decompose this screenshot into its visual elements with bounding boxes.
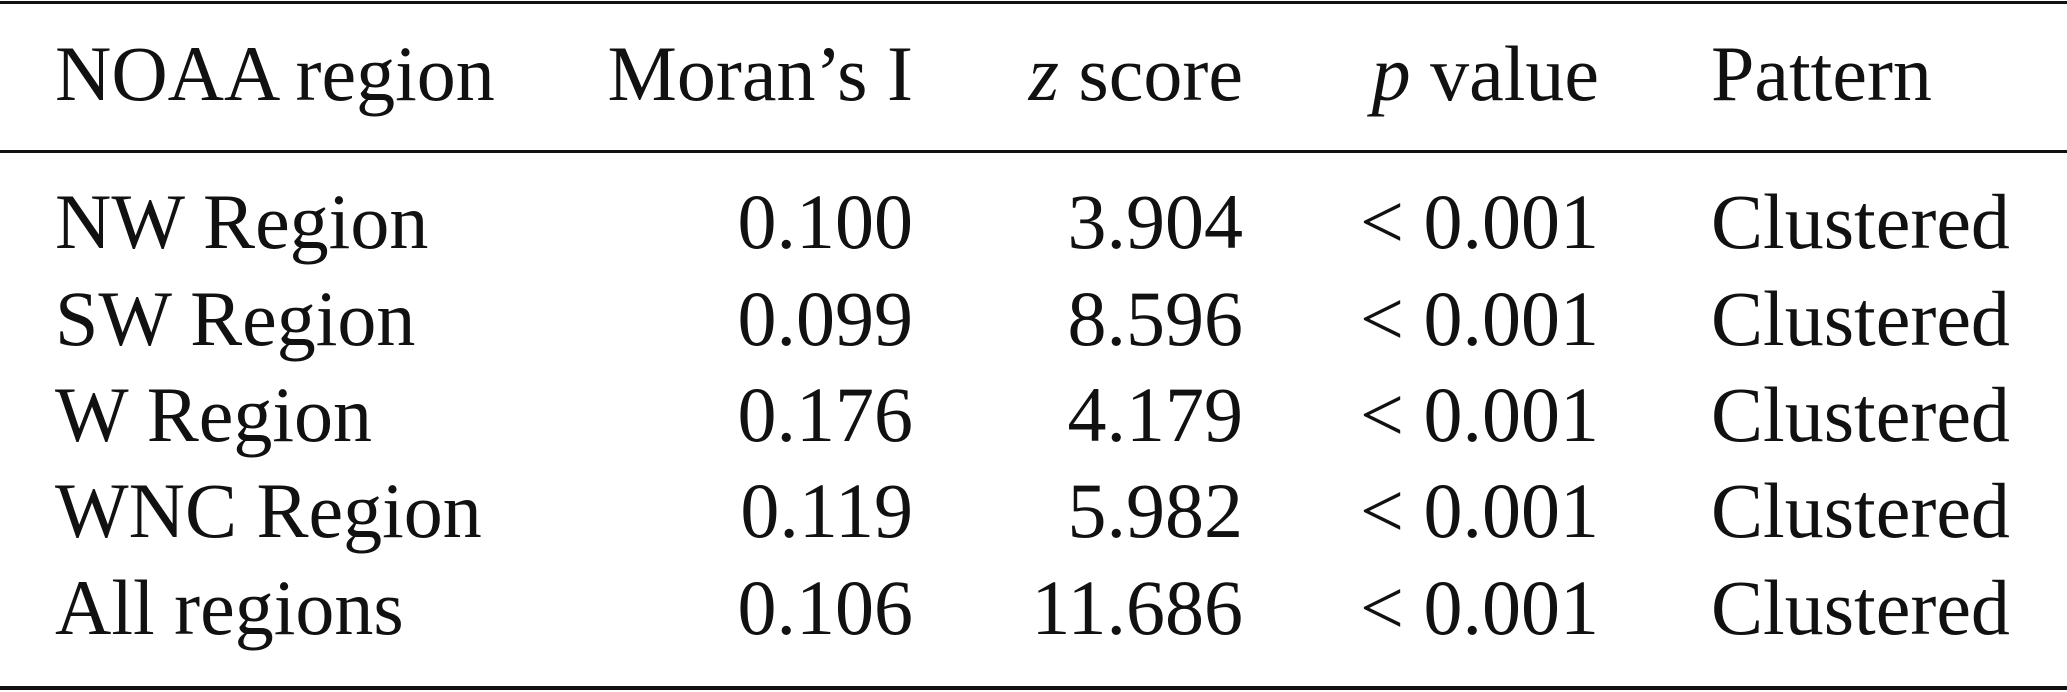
body-cell: 3.904 bbox=[1068, 183, 1244, 261]
body-cell: < 0.001 bbox=[1360, 569, 1599, 647]
header-cell: Moran’s I bbox=[608, 35, 913, 113]
body-cell: 0.176 bbox=[738, 376, 914, 454]
cell-text: < 0.001 bbox=[1360, 467, 1599, 554]
cell-text: 0.106 bbox=[737, 564, 914, 651]
body-cell: Clustered bbox=[1711, 280, 2010, 358]
header-cell: p value bbox=[1372, 35, 1599, 113]
body-cell: 0.119 bbox=[740, 472, 913, 550]
cell-text: 0.099 bbox=[737, 275, 914, 362]
body-cell: 0.106 bbox=[738, 569, 914, 647]
body-cell: 0.099 bbox=[738, 280, 914, 358]
body-cell: SW Region bbox=[55, 280, 415, 358]
bottom-rule bbox=[0, 686, 2067, 690]
body-cell: Clustered bbox=[1711, 569, 2010, 647]
mid-rule bbox=[0, 150, 2067, 153]
cell-text: NOAA region bbox=[55, 30, 495, 117]
body-cell: < 0.001 bbox=[1360, 472, 1599, 550]
body-cell: 11.686 bbox=[1031, 569, 1243, 647]
cell-text: 0.119 bbox=[740, 467, 913, 554]
body-cell: WNC Region bbox=[55, 472, 482, 550]
cell-text: 8.596 bbox=[1067, 275, 1244, 362]
cell-text: SW Region bbox=[55, 275, 416, 362]
body-cell: Clustered bbox=[1711, 376, 2010, 454]
body-cell: All regions bbox=[55, 569, 404, 647]
header-cell: NOAA region bbox=[55, 35, 495, 113]
body-cell: Clustered bbox=[1711, 183, 2010, 261]
header-cell: z score bbox=[1029, 35, 1243, 113]
cell-text: Clustered bbox=[1711, 275, 2010, 362]
cell-text: < 0.001 bbox=[1360, 371, 1599, 458]
cell-text: 11.686 bbox=[1031, 564, 1243, 651]
cell-text: Pattern bbox=[1711, 30, 1932, 117]
cell-text: WNC Region bbox=[55, 467, 482, 554]
cell-text: < 0.001 bbox=[1360, 564, 1599, 651]
cell-text: Clustered bbox=[1711, 178, 2010, 265]
cell-text: W Region bbox=[55, 371, 373, 458]
cell-text: All regions bbox=[55, 564, 404, 651]
body-cell: < 0.001 bbox=[1360, 183, 1599, 261]
cell-text: < 0.001 bbox=[1360, 275, 1599, 362]
body-cell: 0.100 bbox=[738, 183, 914, 261]
cell-text: NW Region bbox=[55, 178, 429, 265]
body-cell: W Region bbox=[55, 376, 372, 454]
header-cell: Pattern bbox=[1711, 35, 1932, 113]
body-cell: < 0.001 bbox=[1360, 376, 1599, 454]
body-cell: NW Region bbox=[55, 183, 428, 261]
cell-text: 0.176 bbox=[737, 371, 914, 458]
cell-text: p value bbox=[1371, 30, 1599, 117]
body-cell: Clustered bbox=[1711, 472, 2010, 550]
cell-text: z score bbox=[1028, 30, 1243, 117]
body-cell: < 0.001 bbox=[1360, 280, 1599, 358]
body-cell: 4.179 bbox=[1068, 376, 1244, 454]
cell-text: 0.100 bbox=[737, 178, 914, 265]
top-rule bbox=[0, 1, 2067, 4]
body-cell: 5.982 bbox=[1068, 472, 1244, 550]
body-cell: 8.596 bbox=[1068, 280, 1244, 358]
cell-text: Clustered bbox=[1711, 564, 2010, 651]
cell-text: Clustered bbox=[1711, 467, 2010, 554]
cell-text: Moran’s I bbox=[607, 30, 913, 117]
cell-text: < 0.001 bbox=[1360, 178, 1599, 265]
cell-text: 4.179 bbox=[1067, 371, 1244, 458]
cell-text: 3.904 bbox=[1067, 178, 1244, 265]
cell-text: Clustered bbox=[1711, 371, 2010, 458]
cell-text: 5.982 bbox=[1067, 467, 1244, 554]
